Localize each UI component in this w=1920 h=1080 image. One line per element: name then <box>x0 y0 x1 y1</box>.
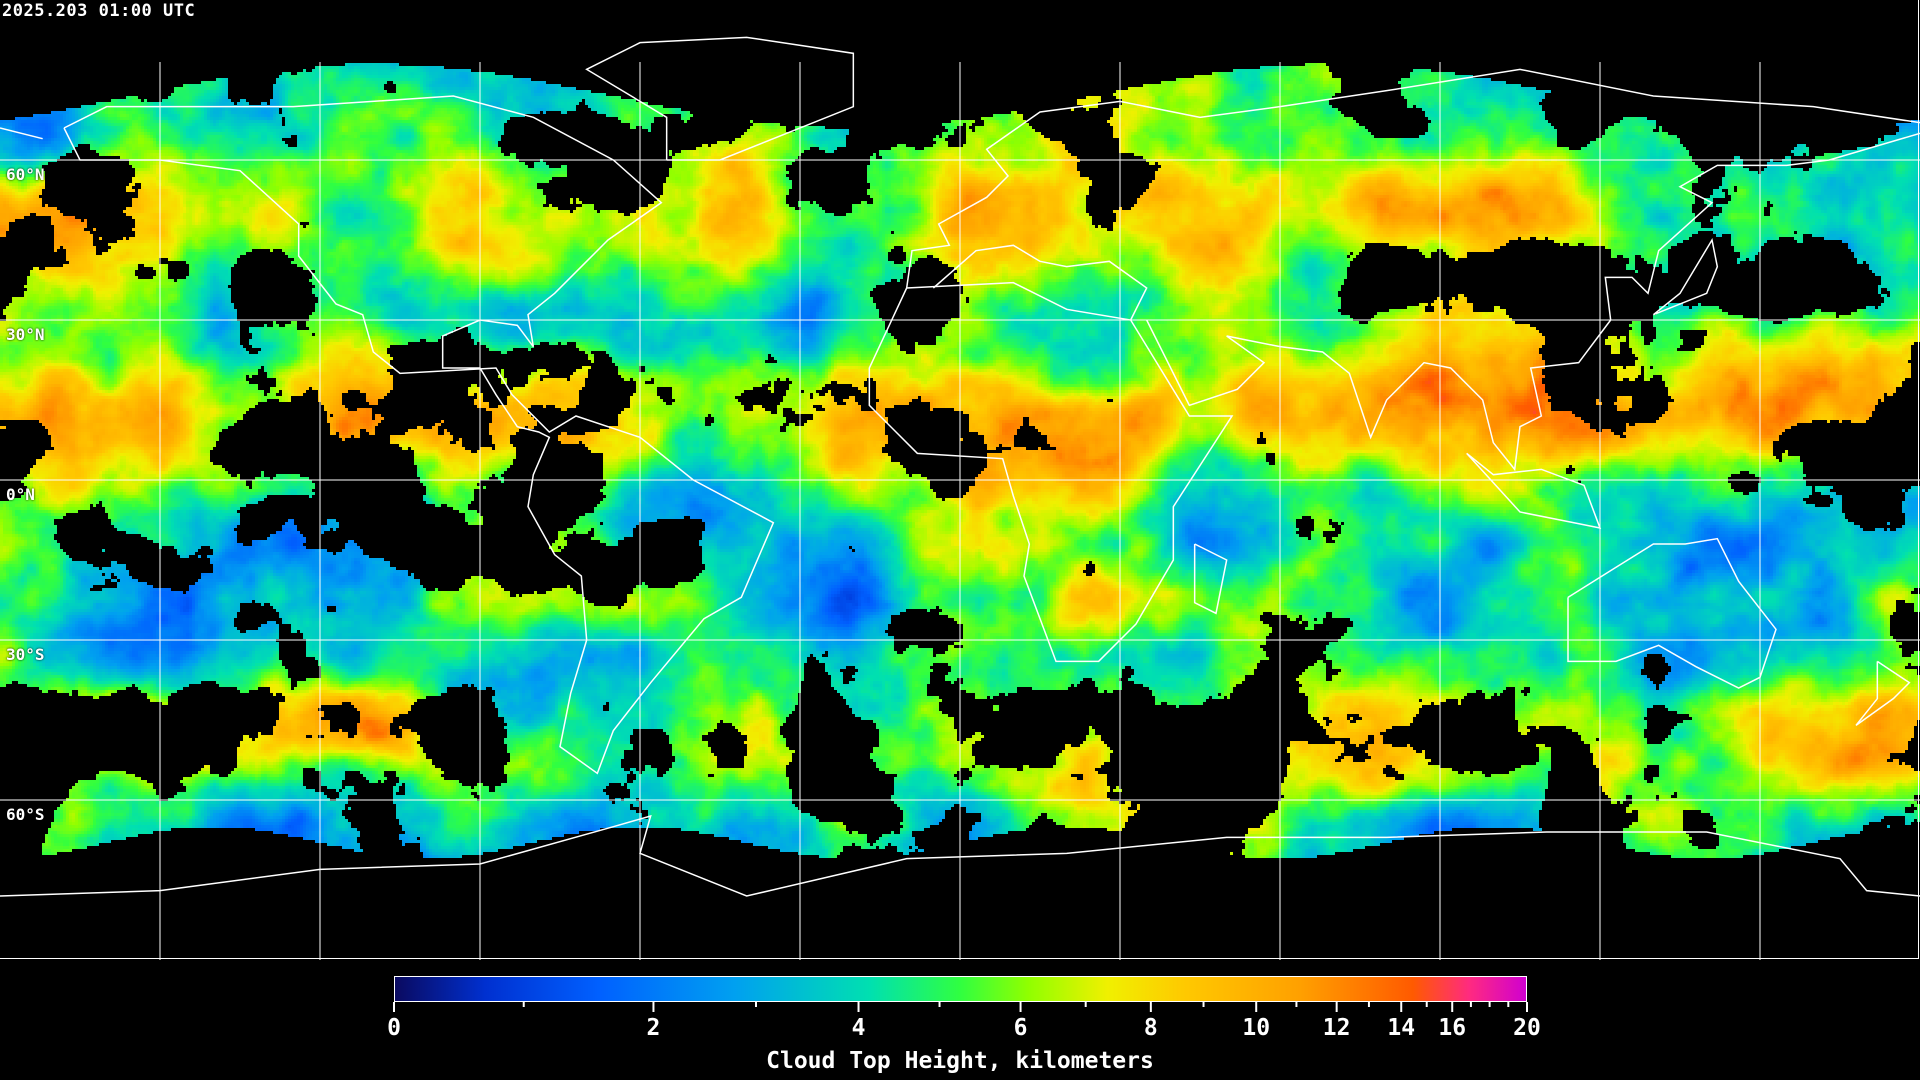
colorbar-tick-label: 4 <box>851 1015 866 1041</box>
coastline <box>868 281 1234 663</box>
coastline <box>1855 660 1911 726</box>
colorbar-tick-label: 16 <box>1438 1015 1467 1041</box>
colorbar-title: Cloud Top Height, kilometers <box>766 1048 1154 1074</box>
coastline <box>932 244 1148 321</box>
lat-label: 30°N <box>6 325 45 344</box>
timestamp: 2025.203 01:00 UTC <box>2 1 196 21</box>
colorbar-tick-label: 2 <box>646 1015 661 1041</box>
lat-label: 30°S <box>6 645 45 664</box>
lat-label: 60°N <box>6 165 45 184</box>
coastline <box>0 127 43 140</box>
lat-lon-grid <box>0 62 1920 960</box>
lat-label: 0°N <box>6 485 35 504</box>
colorbar-tick-label: 12 <box>1322 1015 1351 1041</box>
coastline <box>905 68 1920 289</box>
coastline <box>1145 132 1920 472</box>
coastline <box>1567 537 1777 689</box>
coastline <box>1466 452 1602 530</box>
map-overlay <box>0 36 1920 960</box>
coastline <box>63 95 775 775</box>
colorbar-tick-label: 0 <box>387 1015 401 1041</box>
colorbar-tick-label: 10 <box>1242 1015 1271 1041</box>
lat-label: 60°S <box>6 805 45 824</box>
coastlines <box>0 36 1920 897</box>
coastline <box>585 36 855 161</box>
coastline <box>1193 543 1228 615</box>
colorbar-tick-label: 20 <box>1513 1015 1541 1041</box>
colorbar <box>394 976 1527 1002</box>
cloud-top-height-map: 2025.203 01:00 UTC 60°N 30°N 0°N 30°S 60°S <box>0 0 1920 960</box>
colorbar-tick-label: 6 <box>1013 1015 1028 1041</box>
colorbar-tick-label: 8 <box>1143 1015 1158 1041</box>
coastline <box>0 814 1920 897</box>
coastline <box>1652 237 1719 316</box>
colorbar-tick-label: 14 <box>1387 1015 1416 1041</box>
